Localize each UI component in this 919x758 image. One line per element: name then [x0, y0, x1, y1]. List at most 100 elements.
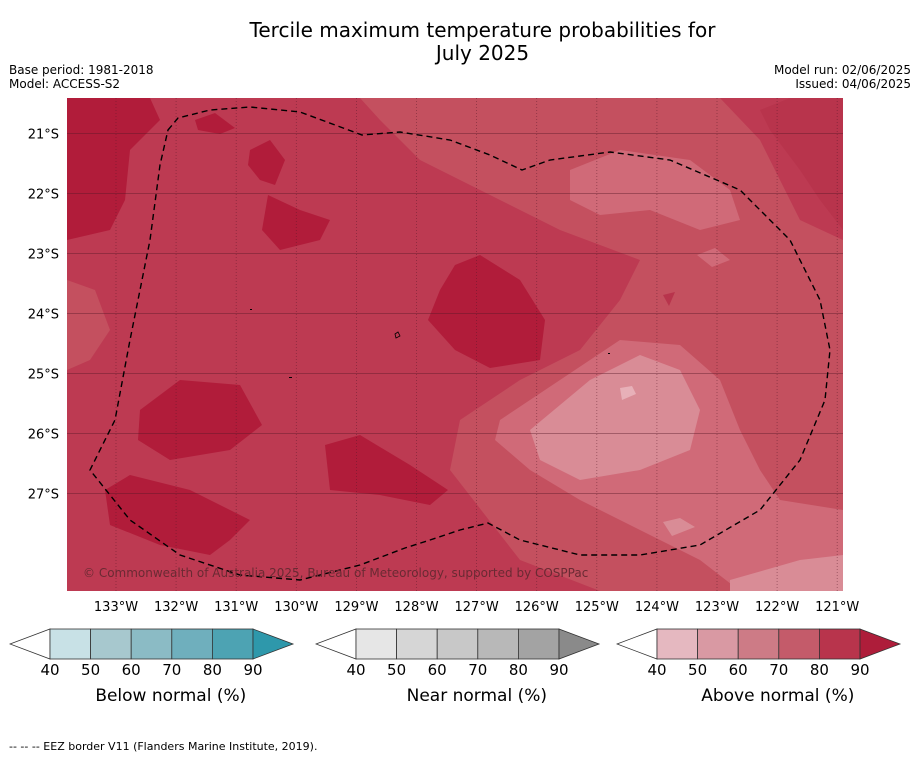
colorbar-under-triangle: [315, 628, 357, 660]
colorbar: [9, 628, 295, 660]
lon-tick-label: 128°W: [394, 600, 438, 615]
lat-tick-label: 27°S: [28, 488, 59, 503]
colorbar-over-triangle: [252, 628, 295, 660]
colorbar-tick-label: 50: [81, 661, 101, 679]
colorbar-segment: [171, 628, 213, 660]
field-zone-40-50: [530, 355, 700, 480]
colorbar-under-triangle: [616, 628, 658, 660]
model-run: Model run: 02/06/2025: [773, 63, 911, 77]
colorbar-tick-label: 70: [769, 661, 789, 679]
colorbar-tick-label: 70: [468, 661, 488, 679]
lon-tick-label: 133°W: [94, 600, 138, 615]
base-period: Base period: 1981-2018: [9, 63, 154, 77]
probability-map: © Commonwealth of Australia 2025, Bureau…: [28, 98, 860, 615]
lon-tick-label: 130°W: [274, 600, 318, 615]
colorbar-segment: [477, 628, 519, 660]
colorbar-tick-label: 70: [162, 661, 182, 679]
title-line-2: July 2025: [435, 41, 530, 65]
colorbar-tick-label: 40: [346, 661, 366, 679]
lon-tick-label: 122°W: [755, 600, 799, 615]
colorbar-label: Above normal (%): [701, 686, 855, 706]
colorbar-tick-label: 60: [728, 661, 748, 679]
colorbar-tick-label: 40: [647, 661, 667, 679]
eez-footnote: -- -- -- EEZ border V11 (Flanders Marine…: [9, 740, 318, 753]
model-name: Model: ACCESS-S2: [9, 77, 121, 91]
field-zone-spot-3: [697, 248, 730, 267]
colorbar-over-triangle: [558, 628, 601, 660]
field-zone-west: [67, 280, 110, 370]
field-patch-central: [428, 255, 545, 368]
colorbar-segment: [211, 628, 254, 660]
field-patch-small: [663, 292, 675, 306]
map-title: Tercile maximum temperature probabilitie…: [0, 19, 919, 65]
colorbar-segment: [355, 628, 397, 660]
longitude-labels: 133°W 132°W 131°W 130°W 129°W 128°W 127°W 126°W…: [94, 600, 860, 615]
island-1: [394, 331, 401, 339]
colorbar: [315, 628, 601, 660]
lon-tick-label: 132°W: [154, 600, 198, 615]
colorbar-tick-label: 80: [508, 661, 528, 679]
copyright-text: © Commonwealth of Australia 2025, Bureau…: [83, 566, 588, 580]
latitude-labels: 21°S 22°S 23°S 24°S 25°S 26°S 27°S: [28, 128, 59, 503]
field-patch-sw3: [105, 475, 250, 555]
colorbar-segment: [656, 628, 698, 660]
colorbar-label: Below normal (%): [95, 686, 247, 706]
lat-tick-label: 22°S: [28, 188, 59, 203]
field-zone-50-60-north: [570, 150, 740, 230]
field-patch-3: [262, 195, 330, 250]
colorbar-tick-label: 40: [40, 661, 60, 679]
field-zone-40-50-se: [730, 555, 843, 591]
colorbar-tick-label: 80: [202, 661, 222, 679]
lon-tick-label: 124°W: [635, 600, 679, 615]
colorbar-over-triangle: [859, 628, 902, 660]
colorbar-tick-label: 50: [387, 661, 407, 679]
lat-tick-label: 21°S: [28, 128, 59, 143]
field-zone-light-spot: [620, 386, 636, 400]
lon-tick-label: 126°W: [515, 600, 559, 615]
graticule: [67, 98, 843, 591]
colorbar-tick-label: 90: [243, 661, 263, 679]
lon-tick-label: 125°W: [575, 600, 619, 615]
colorbar-tick-label: 60: [427, 661, 447, 679]
colorbar-segment: [436, 628, 479, 660]
colorbar-tick-label: 60: [121, 661, 141, 679]
lat-tick-label: 23°S: [28, 248, 59, 263]
colorbar-segment: [90, 628, 132, 660]
colorbar-tick-label: 90: [549, 661, 569, 679]
colorbar-under-triangle: [9, 628, 51, 660]
field-patch-2: [248, 140, 285, 185]
field-patch-1: [195, 113, 235, 134]
colorbar-segment: [778, 628, 820, 660]
island-4: [608, 353, 610, 354]
colorbar-tick-label: 90: [850, 661, 870, 679]
colorbar-segment: [697, 628, 739, 660]
lat-tick-label: 26°S: [28, 428, 59, 443]
lat-tick-label: 25°S: [28, 368, 59, 383]
meta-right: Model run: 02/06/2025 Issued: 04/06/2025: [774, 63, 911, 91]
lat-tick-label: 24°S: [28, 308, 59, 323]
map-field: [67, 98, 843, 591]
lon-tick-label: 121°W: [815, 600, 859, 615]
eez-border: [89, 106, 831, 581]
lon-tick-label: 123°W: [695, 600, 739, 615]
colorbar-segment: [737, 628, 780, 660]
colorbar-segment: [130, 628, 173, 660]
colorbar-tick-label: 80: [809, 661, 829, 679]
field-patch-sw2: [325, 435, 448, 505]
issued-date: Issued: 04/06/2025: [795, 77, 911, 91]
island-2: [250, 309, 252, 310]
title-line-1: Tercile maximum temperature probabilitie…: [249, 18, 716, 42]
colorbar: [616, 628, 902, 660]
lon-tick-label: 131°W: [214, 600, 258, 615]
colorbar-segment: [517, 628, 560, 660]
colorbar-label: Near normal (%): [406, 686, 547, 706]
meta-left: Base period: 1981-2018 Model: ACCESS-S2: [9, 63, 154, 91]
lon-tick-label: 129°W: [334, 600, 378, 615]
field-patch-ne: [760, 98, 843, 230]
field-patch-sw1: [138, 380, 262, 460]
colorbar-segment: [818, 628, 861, 660]
field-zone-spot-2: [663, 518, 695, 536]
lon-tick-label: 127°W: [455, 600, 499, 615]
colorbar-segment: [396, 628, 438, 660]
colorbar-segment: [49, 628, 91, 660]
